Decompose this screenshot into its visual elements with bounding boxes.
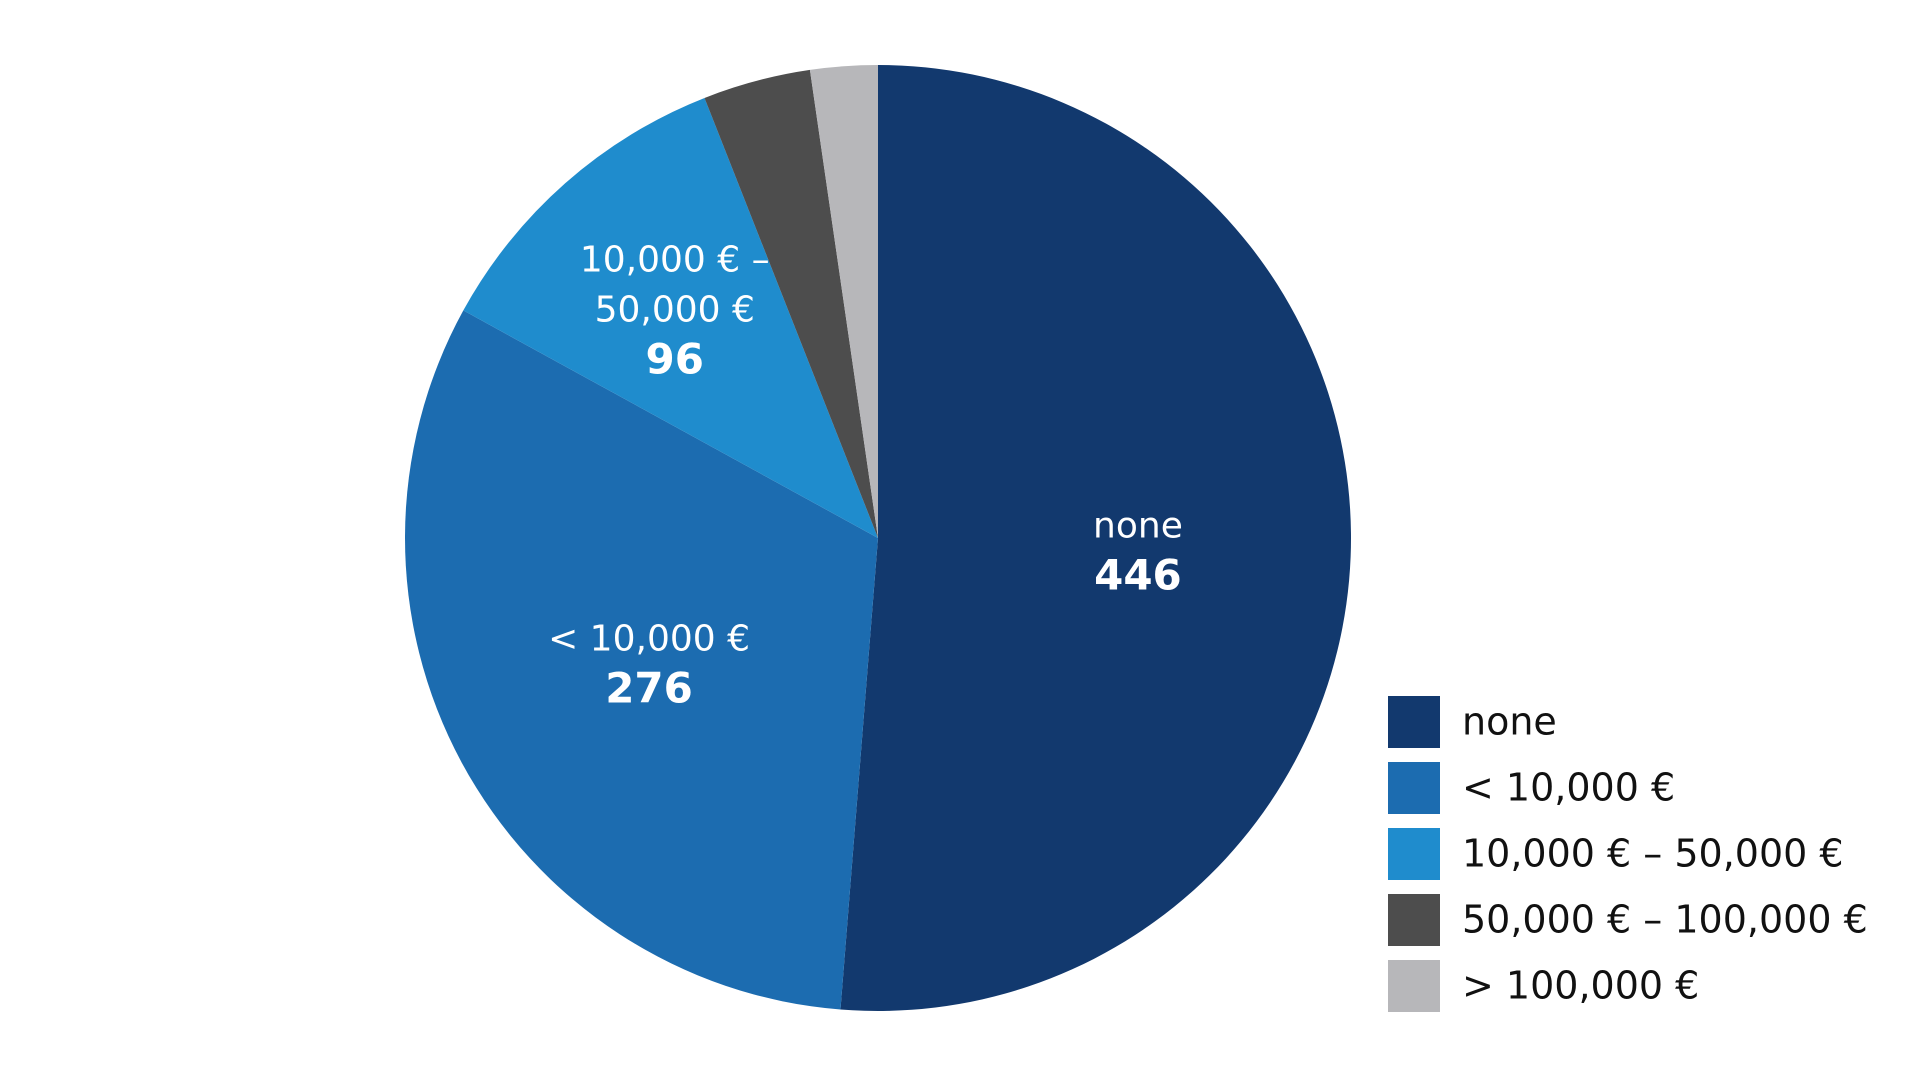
pie-slice-1 [405,310,878,1010]
legend-label-4: > 100,000 € [1462,964,1699,1008]
legend-swatch-0 [1388,696,1440,748]
legend: none < 10,000 € 10,000 € – 50,000 € 50,000 … [1388,696,1868,1012]
slice-value-2: 96 [646,334,704,383]
slice-value-0: 446 [1094,550,1182,599]
slice-label-2-line-0: 10,000 € – [580,239,770,280]
slice-label-1-line-0: < 10,000 € [548,619,750,660]
pie-slices [405,65,1352,1011]
legend-swatch-3 [1388,894,1440,946]
pie-slice-3 [704,69,878,539]
pie-slice-4 [809,65,878,538]
legend-swatch-2 [1388,828,1440,880]
legend-swatch-1 [1388,762,1440,814]
slice-value-1: 276 [605,664,693,713]
legend-swatch-4 [1388,960,1440,1012]
legend-label-1: < 10,000 € [1462,766,1675,810]
legend-label-2: 10,000 € – 50,000 € [1462,832,1844,876]
pie-slice-0 [840,65,1352,1011]
slice-label-2-line-1: 50,000 € [595,289,755,330]
slice-label-0-line-0: none [1093,505,1183,546]
legend-label-3: 50,000 € – 100,000 € [1462,898,1868,942]
legend-label-0: none [1462,700,1557,744]
pie-slice-2 [463,97,878,539]
